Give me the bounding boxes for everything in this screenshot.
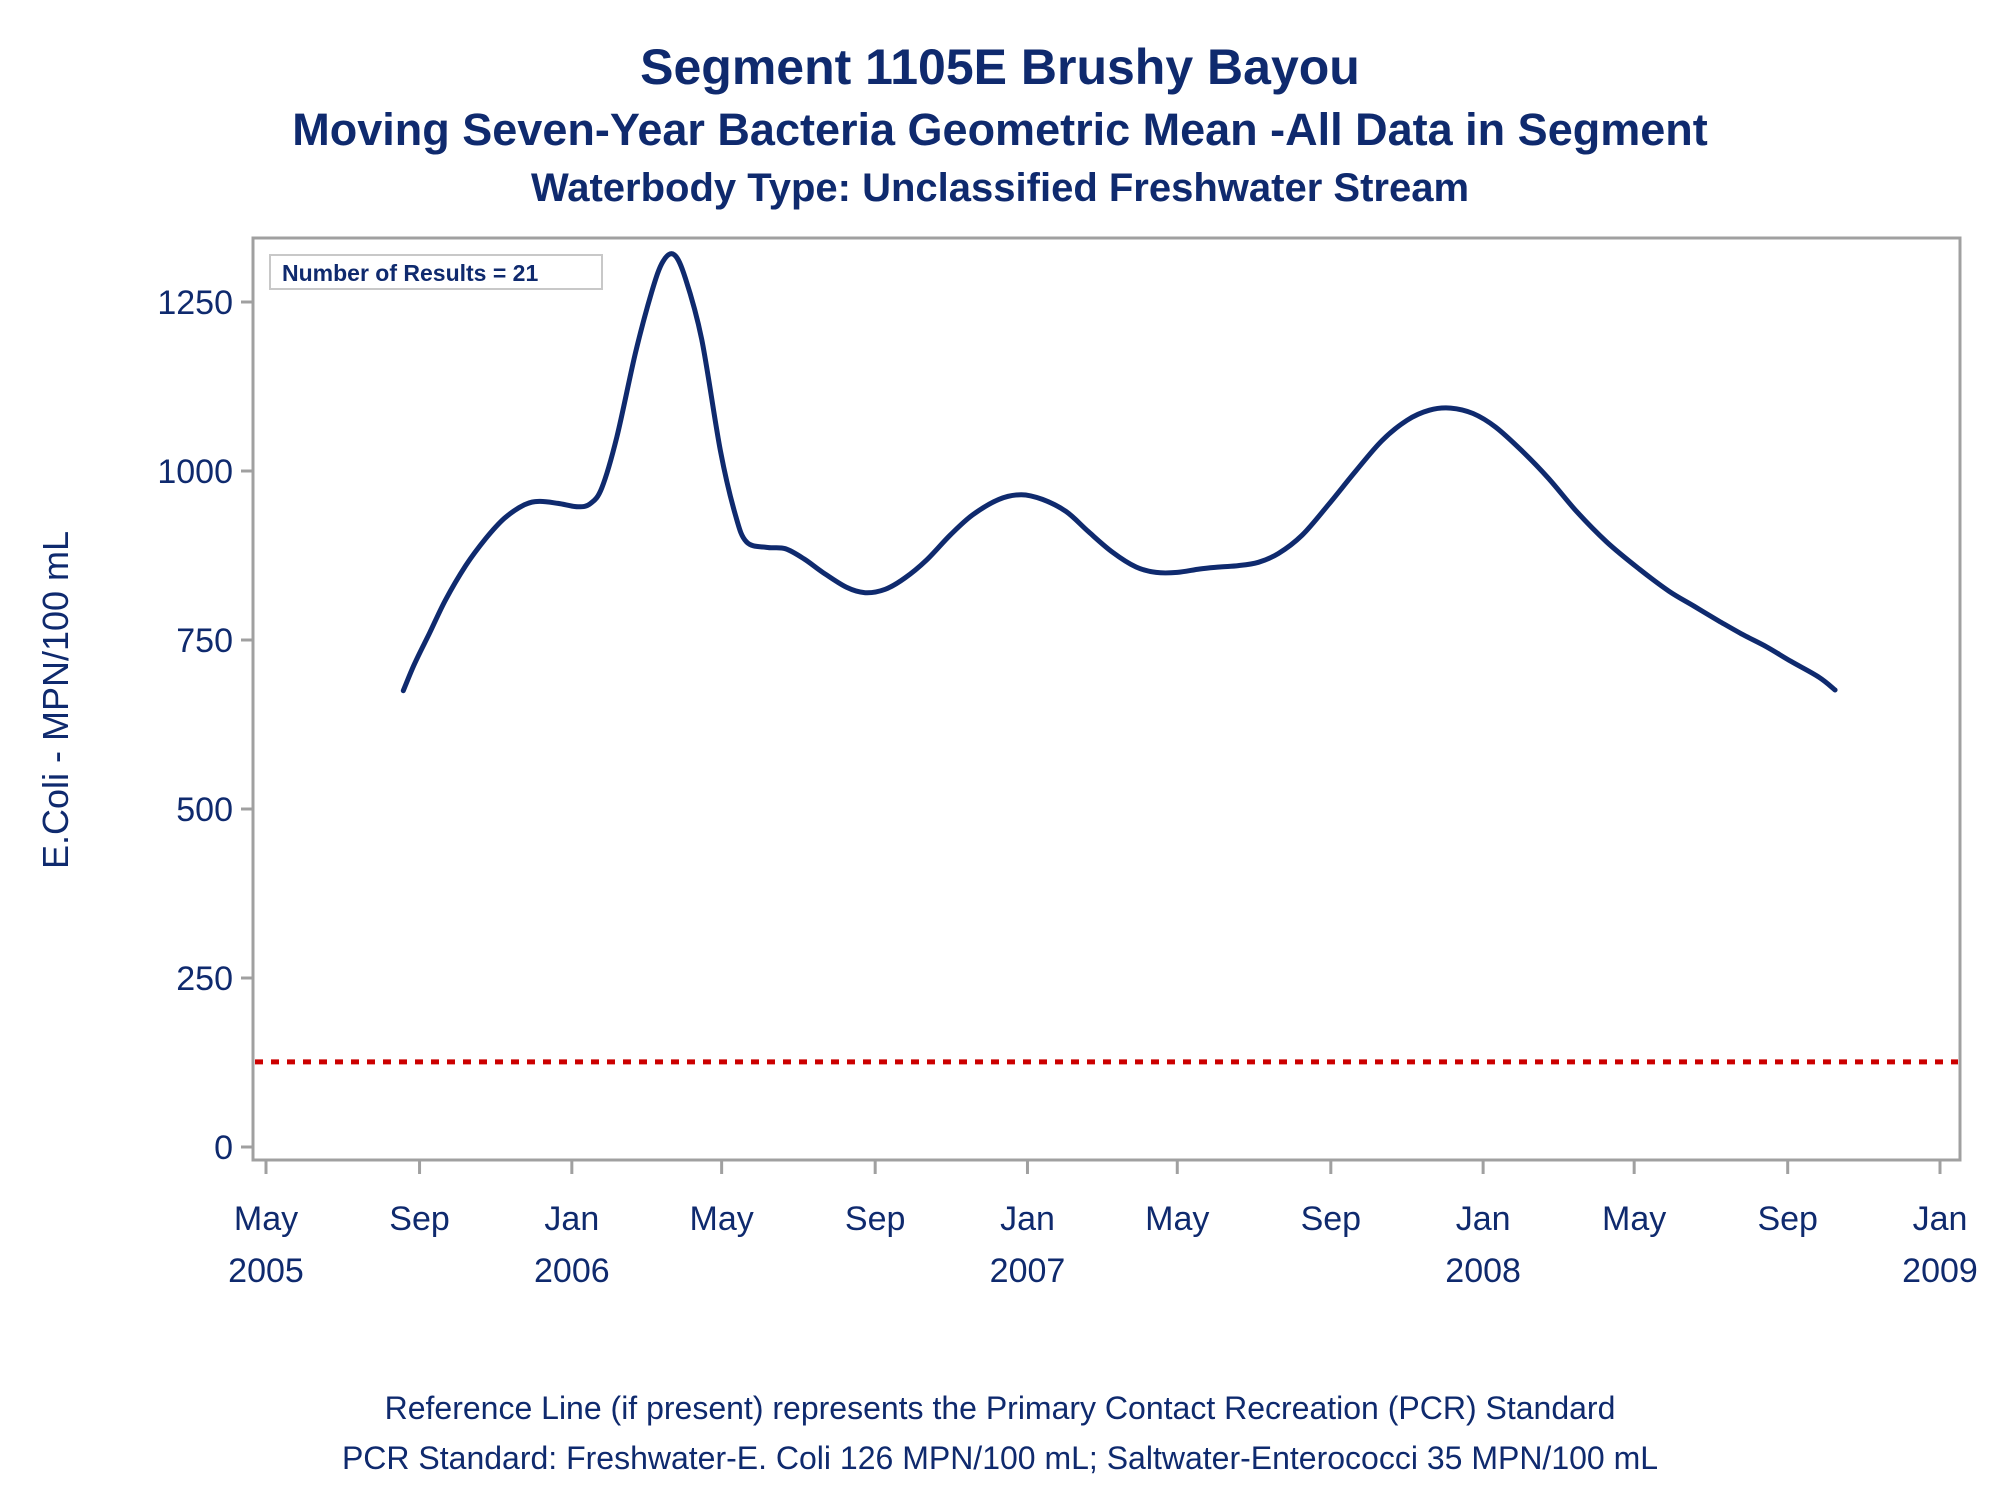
x-axis: May 2005 Sep Jan 2006 May Sep Jan 2007 May Sep Jan 2…	[228, 1160, 1978, 1290]
y-tick-label: 500	[176, 791, 233, 829]
x-tick-label: Sep	[1301, 1200, 1362, 1238]
y-tick-label: 1000	[157, 453, 233, 491]
x-tick-year-label: 2005	[228, 1252, 304, 1290]
x-tick-label: Jan	[1456, 1200, 1511, 1238]
x-tick-year-label: 2007	[990, 1252, 1066, 1290]
x-tick-year-label: 2008	[1445, 1252, 1521, 1290]
x-tick-label: May	[1602, 1200, 1666, 1238]
x-tick-label: Sep	[389, 1200, 450, 1238]
x-tick-year-label: 2009	[1902, 1252, 1978, 1290]
y-tick-label: 750	[176, 622, 233, 660]
y-axis: 0 250 500 750 1000 1250	[157, 284, 253, 1167]
footer-note-pcr-standard: PCR Standard: Freshwater-E. Coli 126 MPN…	[341, 1440, 1659, 1476]
geomean-series-line	[400, 251, 1838, 694]
result-count-box: Number of Results = 21	[269, 254, 603, 290]
x-tick-label: May	[690, 1200, 754, 1238]
x-tick-label: Jan	[544, 1200, 599, 1238]
y-tick-label: 1250	[157, 284, 233, 322]
x-tick-year-label: 2006	[534, 1252, 610, 1290]
y-tick-label: 250	[176, 960, 233, 998]
result-count-label: Number of Results = 21	[282, 260, 538, 286]
y-axis-label: E.Coli - MPN/100 mL	[35, 531, 76, 869]
chart-waterbody-type: Waterbody Type: Unclassified Freshwater …	[530, 166, 1470, 210]
x-tick-label: May	[234, 1200, 298, 1238]
x-tick-label: Jan	[1000, 1200, 1055, 1238]
y-tick-label: 0	[214, 1129, 233, 1167]
x-tick-label: May	[1145, 1200, 1209, 1238]
x-tick-label: Sep	[845, 1200, 906, 1238]
chart-subtitle: Moving Seven-Year Bacteria Geometric Mea…	[292, 104, 1708, 155]
chart-title: Segment 1105E Brushy Bayou	[640, 39, 1360, 95]
x-tick-label: Sep	[1757, 1200, 1818, 1238]
footer-note-reference-line: Reference Line (if present) represents t…	[384, 1390, 1616, 1426]
plot-frame	[251, 236, 1962, 1162]
x-tick-label: Jan	[1913, 1200, 1968, 1238]
